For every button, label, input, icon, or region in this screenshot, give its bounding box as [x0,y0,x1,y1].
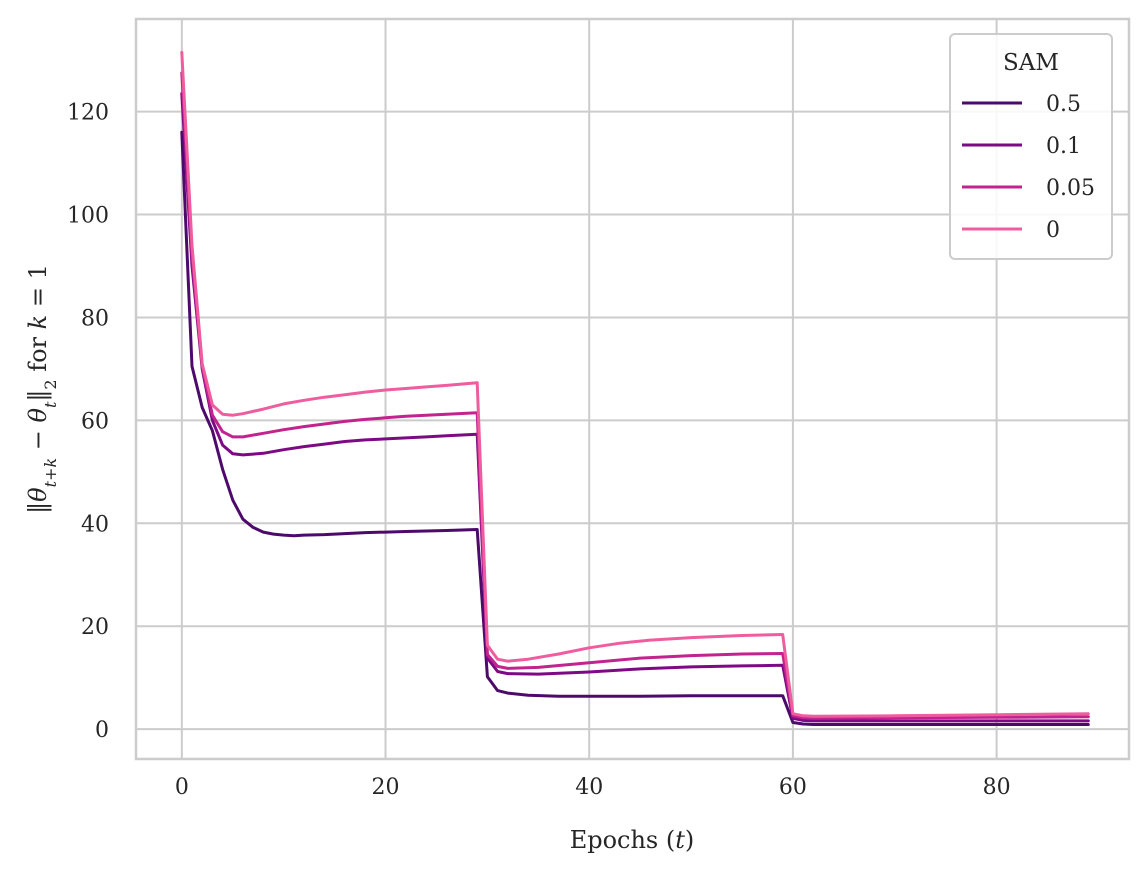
y-tick-label: 40 [81,512,109,537]
tick-labels: 0 20 40 60 80 0 20 40 60 80 100 120 [67,101,1011,800]
legend-title: SAM [1003,50,1059,76]
legend-box [949,33,1113,260]
y-tick-label: 0 [95,718,109,743]
y-tick-label: 80 [81,306,109,331]
plot-series [180,50,1090,726]
legend-label: 0.05 [1046,176,1095,201]
y-tick-label: 120 [67,101,109,126]
legend-items: 0.5 0.1 0.05 0 [962,92,1095,243]
y-tick-label: 100 [67,204,109,229]
grid [136,19,1129,759]
legend-label: 0.5 [1046,92,1081,117]
y-axis-label: ‖θt+k − θt‖2 for k = 1 [24,264,60,514]
x-tick-label: 40 [575,775,603,800]
y-tick-label: 20 [81,615,109,640]
legend: SAM 0.5 0.1 0.05 0 [949,33,1113,260]
x-axis-label: Epochs (t) [570,826,695,854]
x-tick-label: 20 [372,775,400,800]
legend-label: 0.1 [1046,134,1081,159]
x-tick-label: 0 [175,775,189,800]
x-tick-label: 80 [983,775,1011,800]
legend-label: 0 [1046,218,1060,243]
x-tick-label: 60 [779,775,807,800]
series-line-0 [180,50,1090,718]
y-tick-label: 60 [81,409,109,434]
plot-frame [134,17,1131,761]
series-line-0.5 [180,130,1090,726]
